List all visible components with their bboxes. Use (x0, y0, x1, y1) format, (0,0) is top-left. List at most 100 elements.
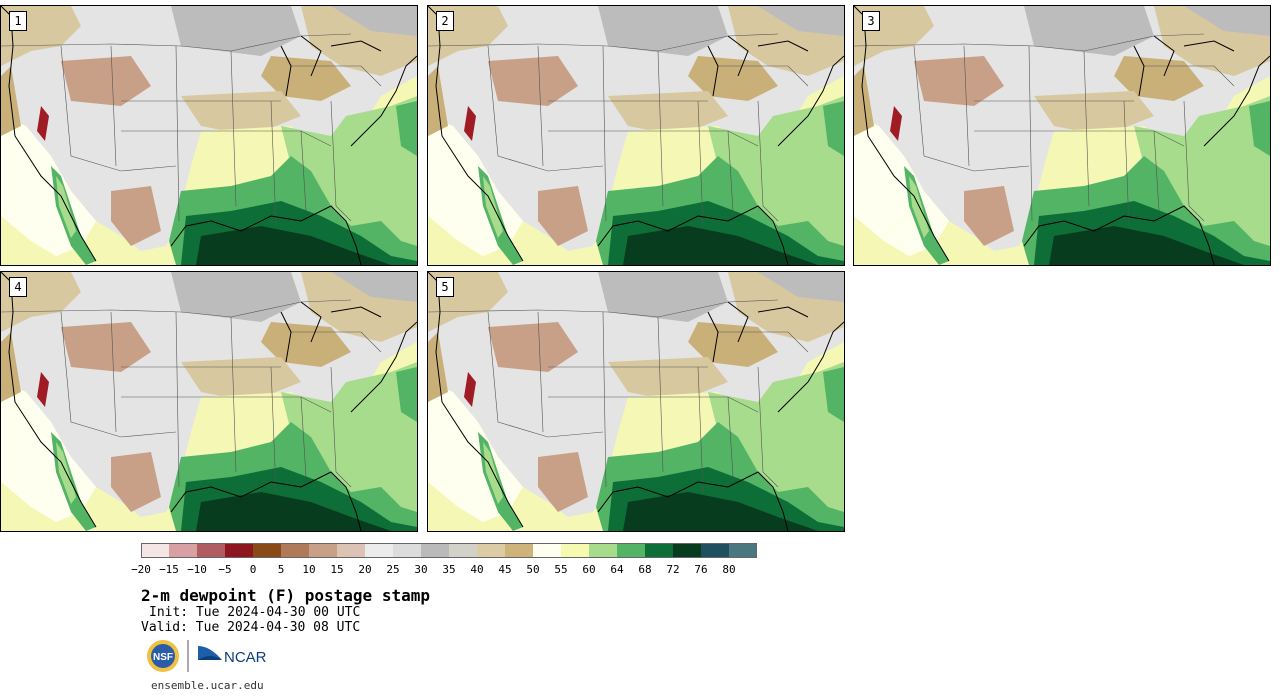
state-border (110, 311, 117, 433)
coastline (428, 272, 844, 531)
color-bar-swatch (365, 543, 393, 558)
member-number-label: 3 (862, 11, 880, 31)
ensemble-member-panel-2: 2 (427, 5, 845, 266)
state-border (697, 100, 704, 227)
state-border (230, 316, 237, 473)
dewpoint-region (396, 101, 417, 156)
state-border (330, 100, 352, 222)
dewpoint-color-bar (141, 543, 757, 558)
color-bar-tick-label: 30 (414, 563, 428, 576)
color-bar-swatch (673, 543, 701, 558)
state-border (727, 396, 734, 478)
dewpoint-region (890, 106, 902, 141)
color-bar-swatch (617, 543, 645, 558)
dewpoint-region (331, 272, 417, 302)
state-border (487, 45, 604, 172)
state-border (657, 316, 664, 473)
state-border (1144, 65, 1235, 87)
color-bar-swatch (421, 543, 449, 558)
state-border (1123, 100, 1130, 227)
dewpoint-map (428, 6, 844, 265)
color-bar-tick-label: 5 (277, 563, 285, 576)
state-border (963, 45, 970, 167)
state-border (757, 366, 779, 488)
ensemble-member-panel-4: 4 (0, 271, 418, 532)
color-bar-tick-label: −10 (187, 563, 207, 576)
dewpoint-region (1249, 101, 1270, 156)
color-bar-tick-label: 35 (442, 563, 456, 576)
state-border (300, 396, 307, 478)
color-bar-swatch (141, 543, 169, 558)
color-bar-tick-label: −5 (218, 563, 232, 576)
dewpoint-region (37, 372, 49, 407)
state-border (1, 299, 352, 318)
state-border (602, 45, 607, 222)
state-border (428, 299, 779, 318)
dewpoint-region (964, 186, 1014, 246)
dewpoint-map (1, 6, 417, 265)
dewpoint-map (428, 272, 844, 531)
state-border (428, 33, 779, 52)
dewpoint-region (37, 106, 49, 141)
color-bar-swatch (393, 543, 421, 558)
color-bar-tick-label: −15 (159, 563, 179, 576)
color-bar-swatch (169, 543, 197, 558)
color-bar-swatch (589, 543, 617, 558)
dewpoint-region (464, 372, 476, 407)
dewpoint-region (1184, 6, 1270, 36)
color-bar-tick-label: 15 (330, 563, 344, 576)
color-bar-tick-label: 72 (666, 563, 680, 576)
state-border (1, 33, 352, 52)
state-border (300, 130, 307, 212)
coastline (428, 6, 844, 265)
dewpoint-region (538, 186, 588, 246)
state-border (1028, 45, 1033, 222)
dewpoint-region (623, 226, 818, 265)
state-border (487, 311, 604, 438)
dewpoint-region (1114, 56, 1204, 101)
color-bar-tick-label: 60 (582, 563, 596, 576)
color-bar-tick-label: 80 (722, 563, 736, 576)
dewpoint-region (196, 492, 391, 531)
dewpoint-region (111, 452, 161, 512)
dewpoint-region (171, 272, 301, 322)
dewpoint-region (688, 56, 778, 101)
state-border (1083, 50, 1090, 207)
state-border (602, 311, 607, 488)
dewpoint-region (758, 6, 844, 36)
nsf-logo-text: NSF (153, 652, 173, 663)
color-bar-swatch (449, 543, 477, 558)
dewpoint-region (914, 56, 1004, 106)
state-border (718, 65, 809, 87)
dewpoint-region (538, 452, 588, 512)
member-number-label: 5 (436, 277, 454, 297)
color-bar-swatch (197, 543, 225, 558)
dewpoint-region (623, 492, 818, 531)
state-border (270, 100, 277, 227)
color-bar-swatch (729, 543, 757, 558)
color-bar-tick-label: 25 (386, 563, 400, 576)
dewpoint-map (1, 272, 417, 531)
color-bar-tick-label: 68 (638, 563, 652, 576)
state-border (1153, 130, 1160, 212)
state-border (60, 311, 177, 438)
state-border (657, 50, 664, 207)
color-bar-tick-label: 64 (610, 563, 624, 576)
dewpoint-region (396, 367, 417, 422)
dewpoint-region (1024, 6, 1154, 56)
state-border (718, 331, 809, 353)
dewpoint-region (61, 56, 151, 106)
dewpoint-region (261, 56, 351, 101)
ensemble-member-panel-1: 1 (0, 5, 418, 266)
color-bar-swatch (561, 543, 589, 558)
color-bar-tick-labels: −20 −15 −10 −5 0 5 10 15 20 25 30 35 40 45 50 55 60 64 68 7… (131, 563, 781, 577)
dewpoint-region (823, 101, 844, 156)
coastline (854, 6, 1270, 265)
coastline (1, 272, 417, 531)
state-border (537, 311, 544, 433)
state-border (175, 45, 180, 222)
dewpoint-region (196, 226, 391, 265)
color-bar-swatch (253, 543, 281, 558)
dewpoint-region (598, 272, 728, 322)
member-number-label: 4 (9, 277, 27, 297)
